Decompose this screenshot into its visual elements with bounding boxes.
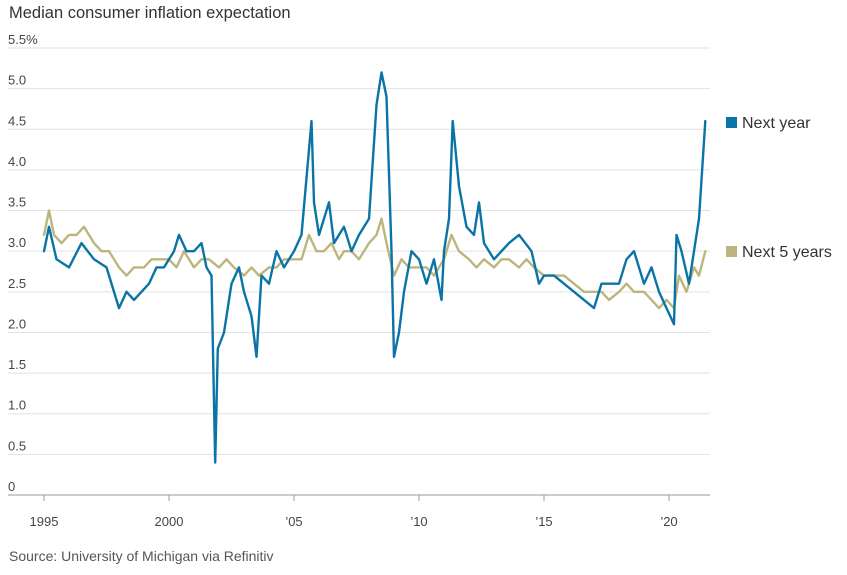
y-axis-ticks: 0 0.5 1.0 1.5 2.0 2.5 3.0 3.5 4.0 4.5 5.0 5.5% — [8, 32, 38, 494]
y-tick-label: 3.5 — [8, 195, 26, 210]
y-tick-label: 1.5 — [8, 357, 26, 372]
x-tick-label: ’15 — [535, 514, 552, 529]
x-tick-label: ’10 — [410, 514, 427, 529]
legend-label: Next 5 years — [742, 244, 832, 261]
y-tick-label: 4.5 — [8, 113, 26, 128]
legend-swatch — [726, 117, 737, 128]
x-tick-label: ’05 — [285, 514, 302, 529]
x-tick-label: 2000 — [155, 514, 184, 529]
legend-swatch — [726, 246, 737, 257]
y-tick-label: 0.5 — [8, 438, 26, 453]
y-tick-label: 4.0 — [8, 154, 26, 169]
y-tick-label: 5.0 — [8, 73, 26, 88]
chart-title: Median consumer inflation expectation — [9, 4, 291, 22]
y-tick-label: 2.5 — [8, 276, 26, 291]
y-tick-label: 3.0 — [8, 235, 26, 250]
x-tick-label: 1995 — [30, 514, 59, 529]
y-tick-label: 2.0 — [8, 316, 26, 331]
y-tick-label: 1.0 — [8, 398, 26, 413]
x-axis-ticks: 1995 2000 ’05 ’10 ’15 ’20 — [30, 495, 678, 529]
y-tick-label: 5.5% — [8, 32, 38, 47]
series-line-next-year — [42, 71, 707, 464]
gridlines — [8, 47, 710, 496]
y-tick-label: 0 — [8, 479, 15, 494]
legend: Next year Next 5 years — [726, 115, 832, 261]
legend-label: Next year — [742, 115, 811, 132]
source-note: Source: University of Michigan via Refin… — [9, 548, 274, 564]
series-line-next-5-years — [42, 209, 707, 310]
x-tick-label: ’20 — [660, 514, 677, 529]
series-lines — [42, 71, 707, 464]
